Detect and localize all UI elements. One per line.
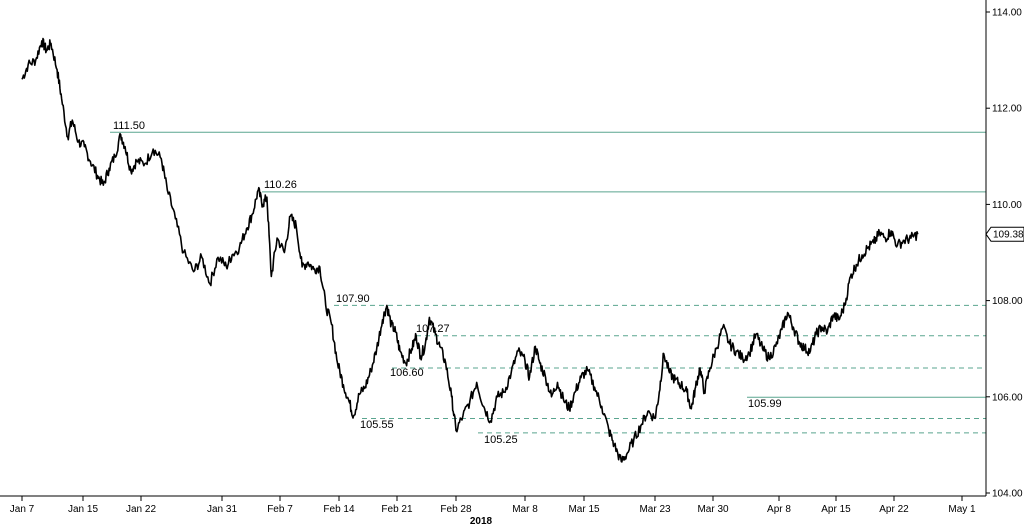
level-label-7: 105.25 — [484, 434, 518, 446]
x-tick-label-13: Apr 15 — [821, 504, 851, 515]
x-tick-label-1: Jan 15 — [68, 504, 98, 515]
x-tick-label-8: Mar 8 — [512, 504, 538, 515]
x-tick-label-12: Apr 8 — [767, 504, 791, 515]
x-axis-ticks: Jan 7 Jan 15 Jan 22 Jan 31 Feb 7 Feb 14 Feb 21… — [10, 496, 976, 515]
y-tick-label-0: 104.00 — [992, 489, 1023, 500]
y-tick-label-2: 108.00 — [992, 296, 1023, 307]
x-tick-label-6: Feb 21 — [381, 504, 413, 515]
level-label-6: 105.55 — [360, 419, 394, 431]
level-label-4: 106.60 — [390, 367, 424, 379]
level-label-0: 111.50 — [113, 120, 145, 132]
price-series — [21, 37, 919, 463]
y-tick-label-5: 114.00 — [992, 8, 1022, 19]
x-tick-label-10: Mar 23 — [639, 504, 671, 515]
last-value-box — [985, 226, 1024, 242]
level-label-2: 107.90 — [336, 293, 370, 305]
support-resistance-levels: 111.50110.26107.90107.27106.60105.99105.… — [110, 120, 986, 446]
y-tick-label-1: 106.00 — [992, 392, 1023, 403]
last-value-label: 109.38 — [993, 230, 1024, 241]
last-value-badge: 109.38 — [985, 226, 1024, 242]
x-tick-label-11: Mar 30 — [697, 504, 729, 515]
series-line-0 — [21, 37, 919, 463]
x-tick-label-4: Feb 7 — [267, 504, 293, 515]
x-axis-label: 2018 — [470, 516, 493, 527]
x-tick-label-15: May 1 — [948, 504, 976, 515]
x-tick-label-3: Jan 31 — [207, 504, 237, 515]
x-tick-label-9: Mar 15 — [568, 504, 600, 515]
x-tick-label-5: Feb 14 — [323, 504, 355, 515]
x-tick-label-14: Apr 22 — [879, 504, 909, 515]
x-tick-label-0: Jan 7 — [10, 504, 35, 515]
level-label-5: 105.99 — [748, 398, 782, 410]
level-label-1: 110.26 — [264, 179, 297, 191]
y-tick-label-3: 110.00 — [992, 200, 1022, 211]
x-tick-label-7: Feb 28 — [440, 504, 472, 515]
y-axis-ticks: 104.00 106.00 108.00 110.00 112.00 114.00 — [986, 8, 1023, 500]
y-tick-label-4: 112.00 — [992, 104, 1022, 115]
x-tick-label-2: Jan 22 — [126, 504, 156, 515]
